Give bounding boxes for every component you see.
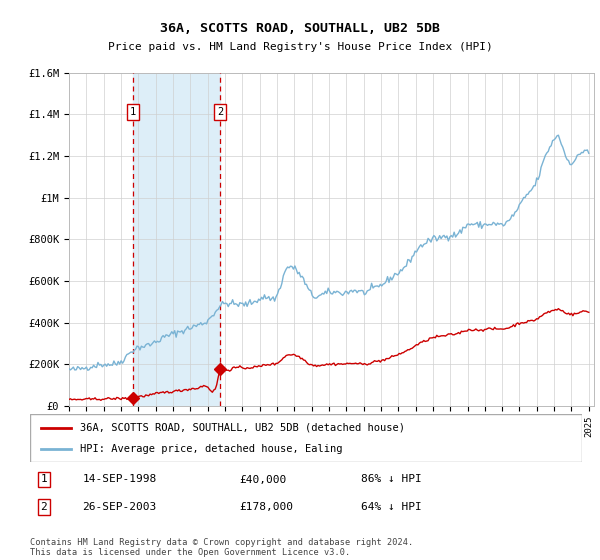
- Text: 14-SEP-1998: 14-SEP-1998: [82, 474, 157, 484]
- Text: 64% ↓ HPI: 64% ↓ HPI: [361, 502, 422, 512]
- Text: 36A, SCOTTS ROAD, SOUTHALL, UB2 5DB (detached house): 36A, SCOTTS ROAD, SOUTHALL, UB2 5DB (det…: [80, 423, 404, 433]
- Text: 1: 1: [130, 108, 136, 118]
- Text: £40,000: £40,000: [240, 474, 287, 484]
- Text: 86% ↓ HPI: 86% ↓ HPI: [361, 474, 422, 484]
- Text: 2: 2: [40, 502, 47, 512]
- Text: 36A, SCOTTS ROAD, SOUTHALL, UB2 5DB: 36A, SCOTTS ROAD, SOUTHALL, UB2 5DB: [160, 22, 440, 35]
- Text: 2: 2: [217, 108, 223, 118]
- Text: HPI: Average price, detached house, Ealing: HPI: Average price, detached house, Eali…: [80, 444, 342, 454]
- Text: 1: 1: [40, 474, 47, 484]
- Bar: [133, 73, 220, 406]
- FancyBboxPatch shape: [30, 414, 582, 462]
- Text: £178,000: £178,000: [240, 502, 294, 512]
- Text: 26-SEP-2003: 26-SEP-2003: [82, 502, 157, 512]
- Text: Price paid vs. HM Land Registry's House Price Index (HPI): Price paid vs. HM Land Registry's House …: [107, 41, 493, 52]
- Text: Contains HM Land Registry data © Crown copyright and database right 2024.
This d: Contains HM Land Registry data © Crown c…: [30, 538, 413, 557]
